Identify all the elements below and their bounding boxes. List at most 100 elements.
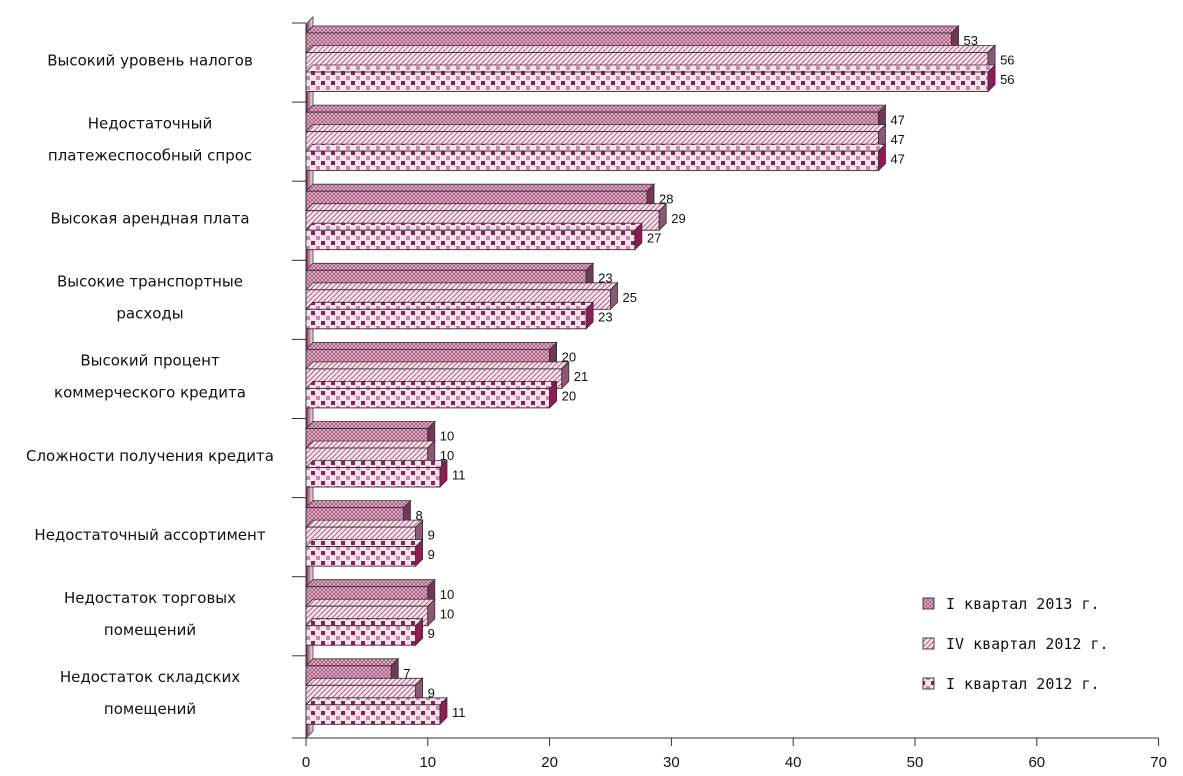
category-label: Высокие транспортные <box>57 273 243 291</box>
bar-side-face <box>415 617 424 647</box>
x-tick-label: 40 <box>785 754 802 771</box>
bar-side-face <box>610 281 618 311</box>
bar-top-face <box>305 697 448 706</box>
data-label: 10 <box>440 606 454 621</box>
bar-front-face <box>305 308 587 330</box>
data-label: 9 <box>428 547 435 562</box>
bar-top-face <box>305 460 448 468</box>
category-label: платежеспособный спрос <box>48 146 252 164</box>
bar-top-face <box>305 25 960 34</box>
legend-label: IV квартал 2012 г. <box>946 635 1109 653</box>
data-label: 7 <box>403 666 410 681</box>
legend-label: I квартал 2012 г. <box>946 675 1100 693</box>
bar-front-face <box>305 150 879 172</box>
bar-top-face <box>305 301 595 310</box>
bar <box>305 459 448 488</box>
bar-top-face <box>305 124 887 133</box>
category-label: Недостаточный ассортимент <box>34 526 265 544</box>
bar-front-face <box>305 71 989 92</box>
bar-side-face <box>585 301 594 330</box>
bar-side-face <box>415 538 424 568</box>
bar <box>305 538 424 568</box>
data-label: 29 <box>671 211 685 226</box>
data-label: 47 <box>890 112 904 127</box>
bar-side-face <box>427 598 436 627</box>
data-label: 47 <box>890 151 904 166</box>
bar <box>305 380 558 409</box>
bar-top-face <box>305 143 887 152</box>
bar-side-face <box>878 143 886 172</box>
category-label: расходы <box>116 305 183 323</box>
bar-top-face <box>305 598 436 607</box>
x-tick-label: 20 <box>541 754 558 771</box>
x-tick-label: 10 <box>419 754 436 771</box>
data-label: 28 <box>659 191 673 206</box>
data-label: 25 <box>623 290 637 305</box>
bar <box>305 301 595 330</box>
bar-top-face <box>305 183 656 192</box>
bar-side-face <box>439 459 448 488</box>
bar-front-face <box>305 229 636 251</box>
category-label: Сложности получения кредита <box>26 447 274 465</box>
bar <box>305 64 997 93</box>
data-label: 27 <box>647 230 661 245</box>
data-label: 10 <box>440 429 454 444</box>
legend-label: I квартал 2013 г. <box>946 595 1100 613</box>
legend-swatch <box>922 597 935 610</box>
bar-top-face <box>305 282 619 291</box>
category-label: помещений <box>104 700 196 718</box>
bar-side-face <box>658 202 667 232</box>
category-label: Недостаточный <box>88 114 212 132</box>
data-label: 10 <box>440 587 454 602</box>
category-label: Высокий уровень налогов <box>47 51 253 69</box>
data-label: 21 <box>574 369 588 384</box>
x-tick-label: 50 <box>907 754 924 771</box>
data-label: 56 <box>1000 72 1014 87</box>
data-label: 9 <box>428 626 435 641</box>
category-label: Недостаток торговых <box>64 589 236 607</box>
category-label: Высокая арендная плата <box>50 209 249 227</box>
category-label: коммерческого кредита <box>54 384 246 402</box>
bar <box>305 222 643 251</box>
bar-top-face <box>305 222 643 231</box>
bar-top-face <box>305 45 997 53</box>
legend: I квартал 2013 г. IV квартал 2012 г. I ква… <box>922 595 1109 693</box>
data-label: 20 <box>562 389 576 404</box>
data-label: 8 <box>415 508 422 523</box>
legend-swatch <box>922 677 935 690</box>
data-label: 47 <box>890 132 904 147</box>
category-label: Высокий процент <box>80 352 220 370</box>
bar-top-face <box>305 380 558 389</box>
bar-top-face <box>305 519 424 528</box>
data-label: 11 <box>452 468 466 483</box>
bar-top-face <box>305 579 436 588</box>
bar-top-face <box>305 361 570 370</box>
data-label: 23 <box>598 309 612 324</box>
x-tick-label: 60 <box>1028 754 1045 771</box>
bar-top-face <box>305 658 400 667</box>
bar <box>305 696 448 726</box>
bar-top-face <box>305 500 412 509</box>
x-tick-label: 30 <box>663 754 680 771</box>
bar-front-face <box>305 387 551 409</box>
bar-front-face <box>305 704 441 725</box>
bar-top-face <box>305 341 558 350</box>
bar-top-face <box>305 618 424 627</box>
legend-item: I квартал 2013 г. <box>922 595 1100 613</box>
bar-side-face <box>549 380 557 409</box>
bar <box>305 617 424 647</box>
bar-side-face <box>439 696 448 726</box>
bar-front-face <box>305 546 417 567</box>
bar-top-face <box>305 262 595 271</box>
legend-item: I квартал 2012 г. <box>922 675 1100 693</box>
bar-top-face <box>305 64 997 73</box>
legend-item: IV квартал 2012 г. <box>922 635 1109 653</box>
bar <box>305 143 887 172</box>
data-label: 53 <box>964 33 978 48</box>
bar-top-face <box>305 440 436 449</box>
bar-top-face <box>305 539 424 547</box>
bar-top-face <box>305 104 887 113</box>
data-label: 10 <box>440 448 454 463</box>
